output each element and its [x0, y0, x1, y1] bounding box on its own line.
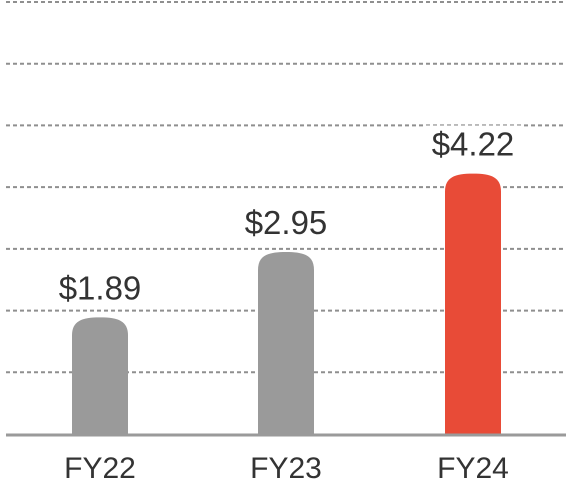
value-labels: $1.89 $2.95 $4.22 [50, 125, 523, 308]
value-label-fy22: $1.89 [59, 269, 142, 306]
value-label-fy23: $2.95 [245, 204, 328, 241]
value-label-background-fy22 [50, 269, 150, 308]
category-label-fy23: FY23 [250, 452, 322, 482]
category-labels: FY22 FY23 FY24 [64, 452, 509, 482]
bar-fy22 [72, 317, 128, 434]
value-label-background-fy23 [236, 203, 336, 242]
category-label-fy24: FY24 [437, 452, 509, 482]
category-label-fy22: FY22 [64, 452, 136, 482]
bar-fy23 [258, 251, 314, 434]
bar-fy24 [445, 173, 501, 434]
value-label-background-fy24 [423, 125, 523, 164]
value-label-fy24: $4.22 [432, 126, 515, 163]
bars [72, 173, 501, 434]
